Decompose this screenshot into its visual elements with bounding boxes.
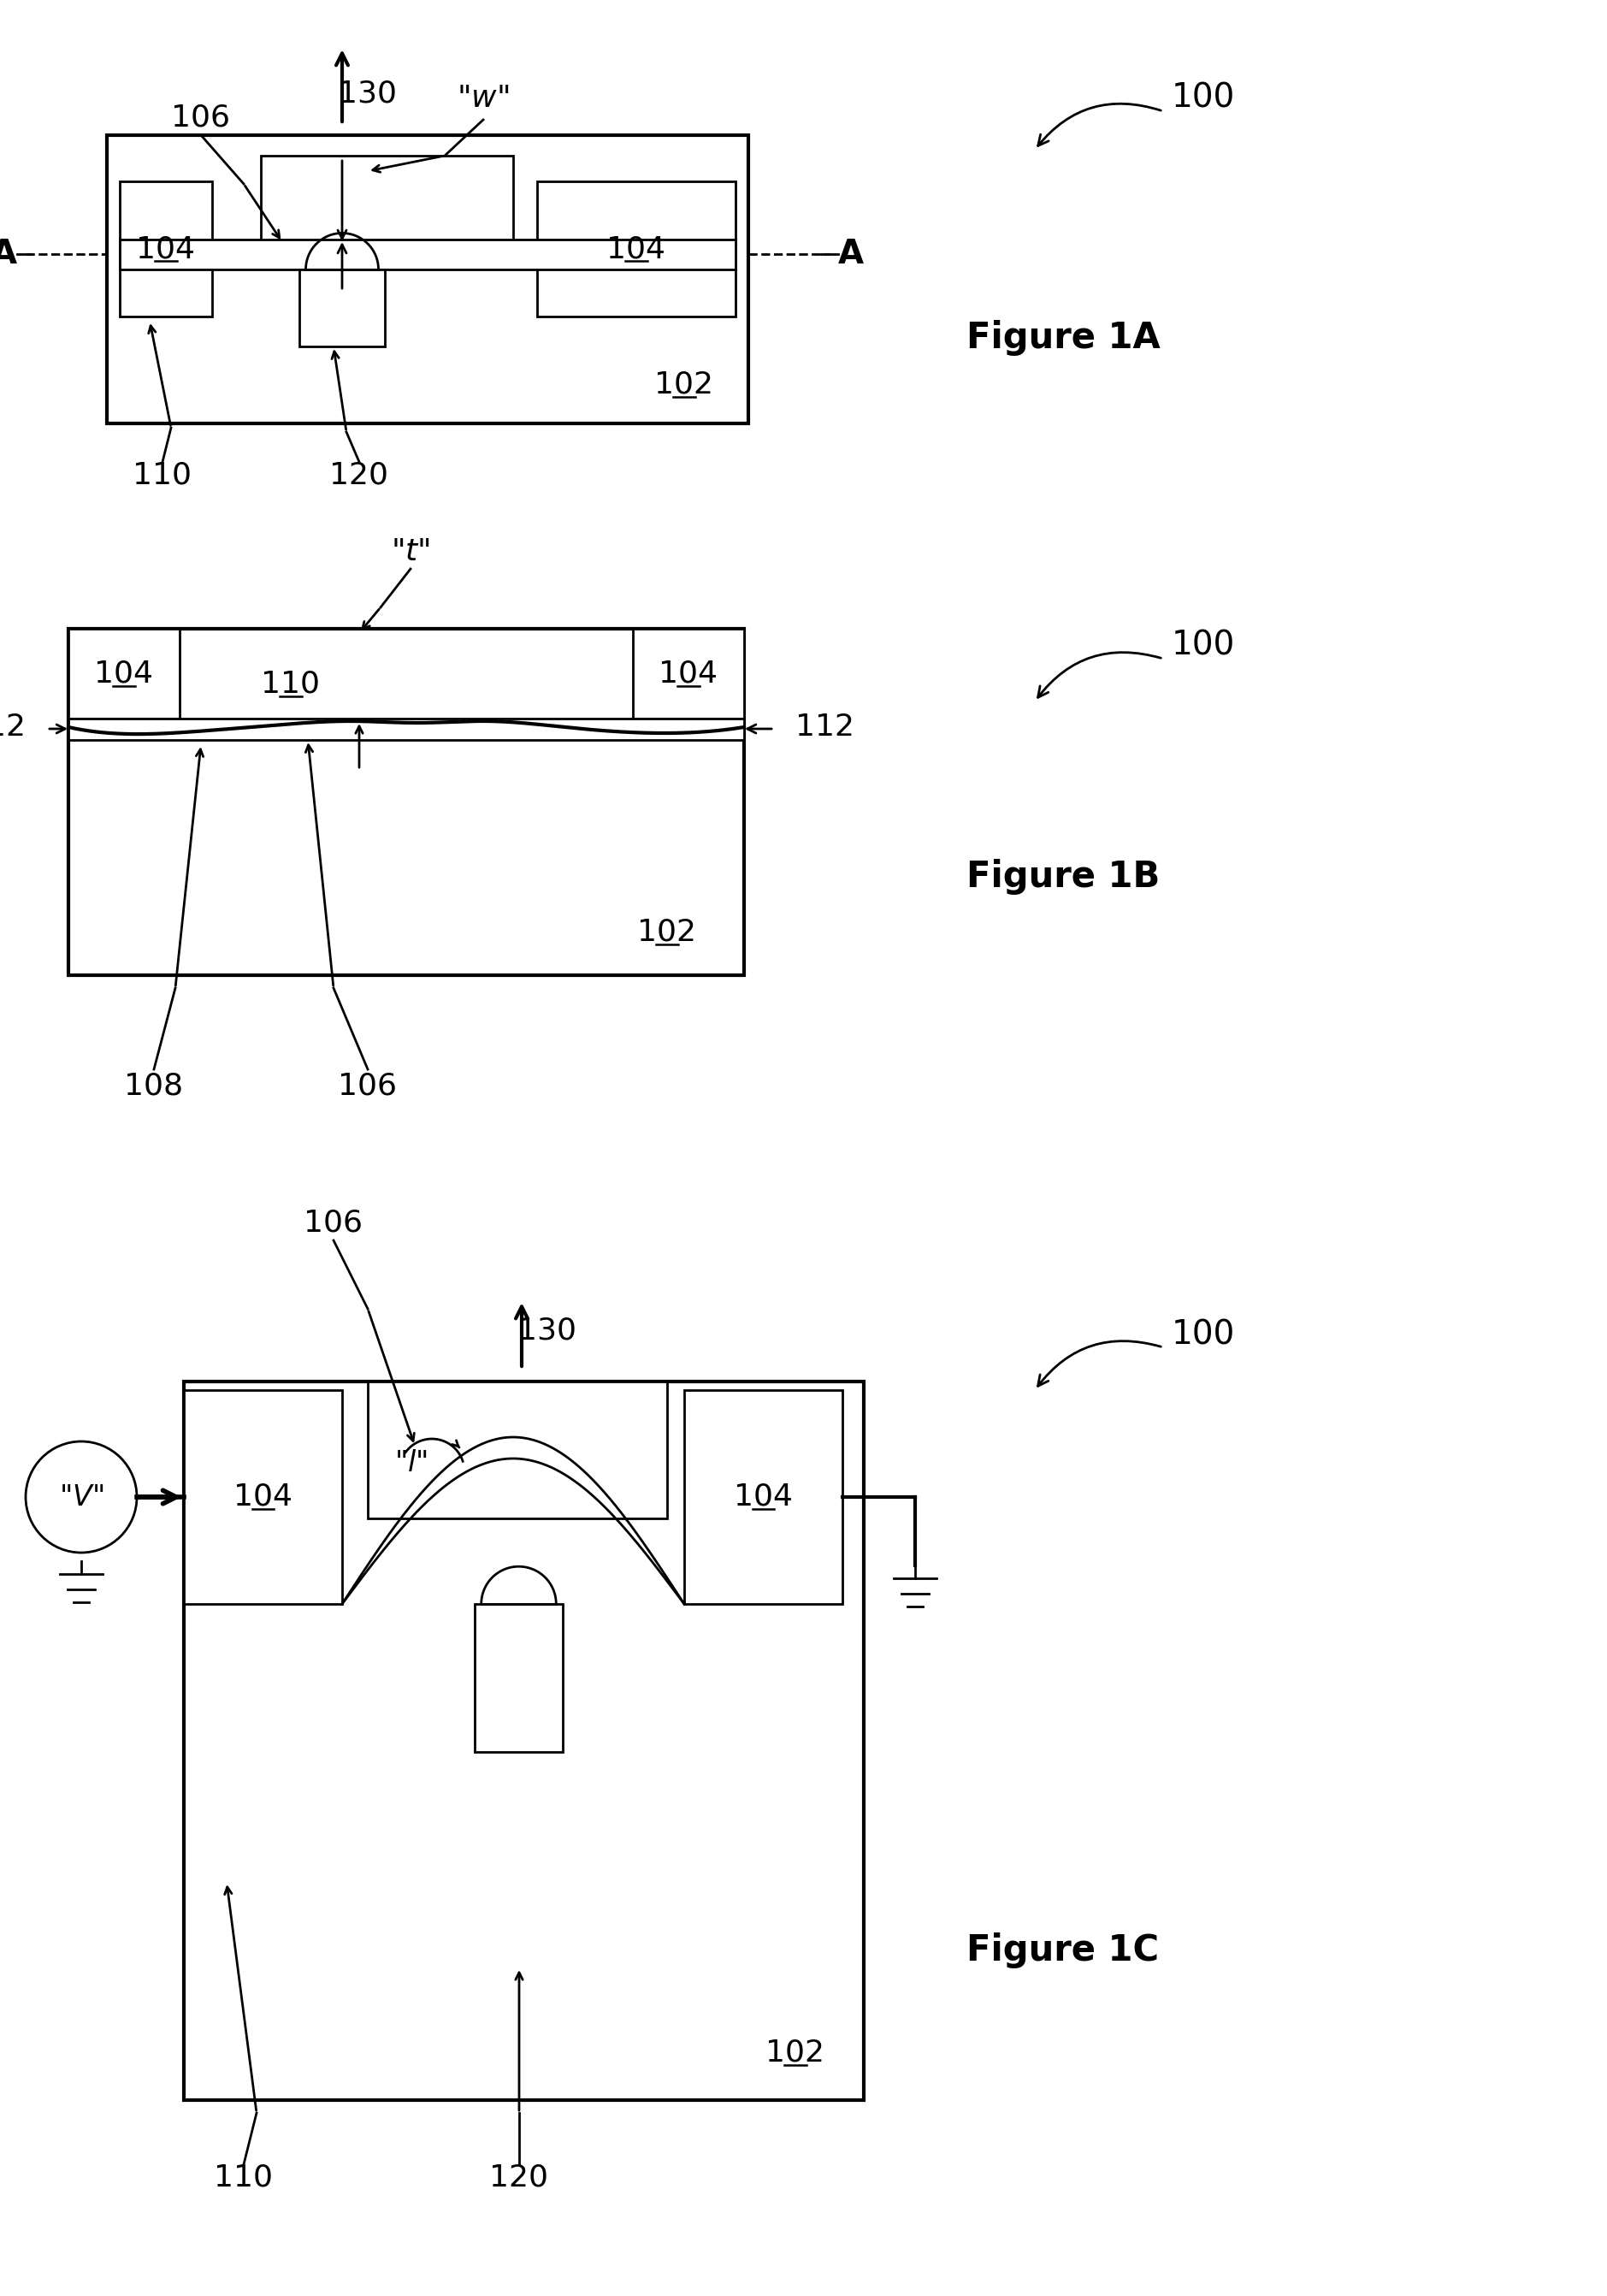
Text: 104: 104 xyxy=(659,659,718,689)
Text: 112: 112 xyxy=(0,712,26,742)
Text: 120: 120 xyxy=(490,2163,548,2193)
Text: 100: 100 xyxy=(1172,83,1236,115)
Bar xyxy=(69,719,744,739)
Text: 130: 130 xyxy=(337,80,397,108)
Text: "$w$": "$w$" xyxy=(456,85,509,113)
Text: 104: 104 xyxy=(95,659,154,689)
Bar xyxy=(633,629,744,719)
Text: "$V$": "$V$" xyxy=(59,1483,103,1511)
Bar xyxy=(121,239,736,269)
Text: "$t$": "$t$" xyxy=(391,537,431,567)
Bar xyxy=(368,1382,667,1518)
Text: 100: 100 xyxy=(1172,629,1236,661)
Text: 104: 104 xyxy=(607,234,665,264)
Text: 130: 130 xyxy=(517,1316,577,1345)
Text: 100: 100 xyxy=(1172,1318,1236,1350)
Bar xyxy=(183,1389,342,1605)
Bar xyxy=(108,135,749,422)
Text: 110: 110 xyxy=(262,670,320,698)
Bar xyxy=(69,629,744,976)
Text: 102: 102 xyxy=(654,370,714,400)
Text: 106: 106 xyxy=(337,1072,397,1102)
Bar xyxy=(183,1382,865,2101)
Bar xyxy=(299,269,384,347)
Text: 104: 104 xyxy=(137,234,196,264)
Bar xyxy=(69,629,180,719)
Text: Figure 1A: Figure 1A xyxy=(966,319,1160,356)
Text: Figure 1C: Figure 1C xyxy=(966,1933,1159,1968)
Text: 108: 108 xyxy=(124,1072,183,1102)
Bar xyxy=(260,156,513,253)
Text: A: A xyxy=(0,239,18,271)
Text: 106: 106 xyxy=(304,1208,363,1238)
Text: 104: 104 xyxy=(734,1483,792,1511)
Text: 102: 102 xyxy=(767,2039,824,2069)
Text: 106: 106 xyxy=(172,103,230,133)
Text: 110: 110 xyxy=(133,459,191,489)
Text: 102: 102 xyxy=(638,918,696,946)
Text: Figure 1B: Figure 1B xyxy=(966,859,1160,895)
Text: 110: 110 xyxy=(214,2163,273,2193)
Bar xyxy=(537,181,736,317)
Text: "$l$": "$l$" xyxy=(394,1449,427,1476)
Text: 104: 104 xyxy=(233,1483,292,1511)
Bar xyxy=(685,1389,842,1605)
Text: A: A xyxy=(839,239,865,271)
Text: 120: 120 xyxy=(329,459,389,489)
Bar xyxy=(121,181,212,317)
Bar xyxy=(474,1605,562,1752)
Text: 112: 112 xyxy=(795,712,855,742)
